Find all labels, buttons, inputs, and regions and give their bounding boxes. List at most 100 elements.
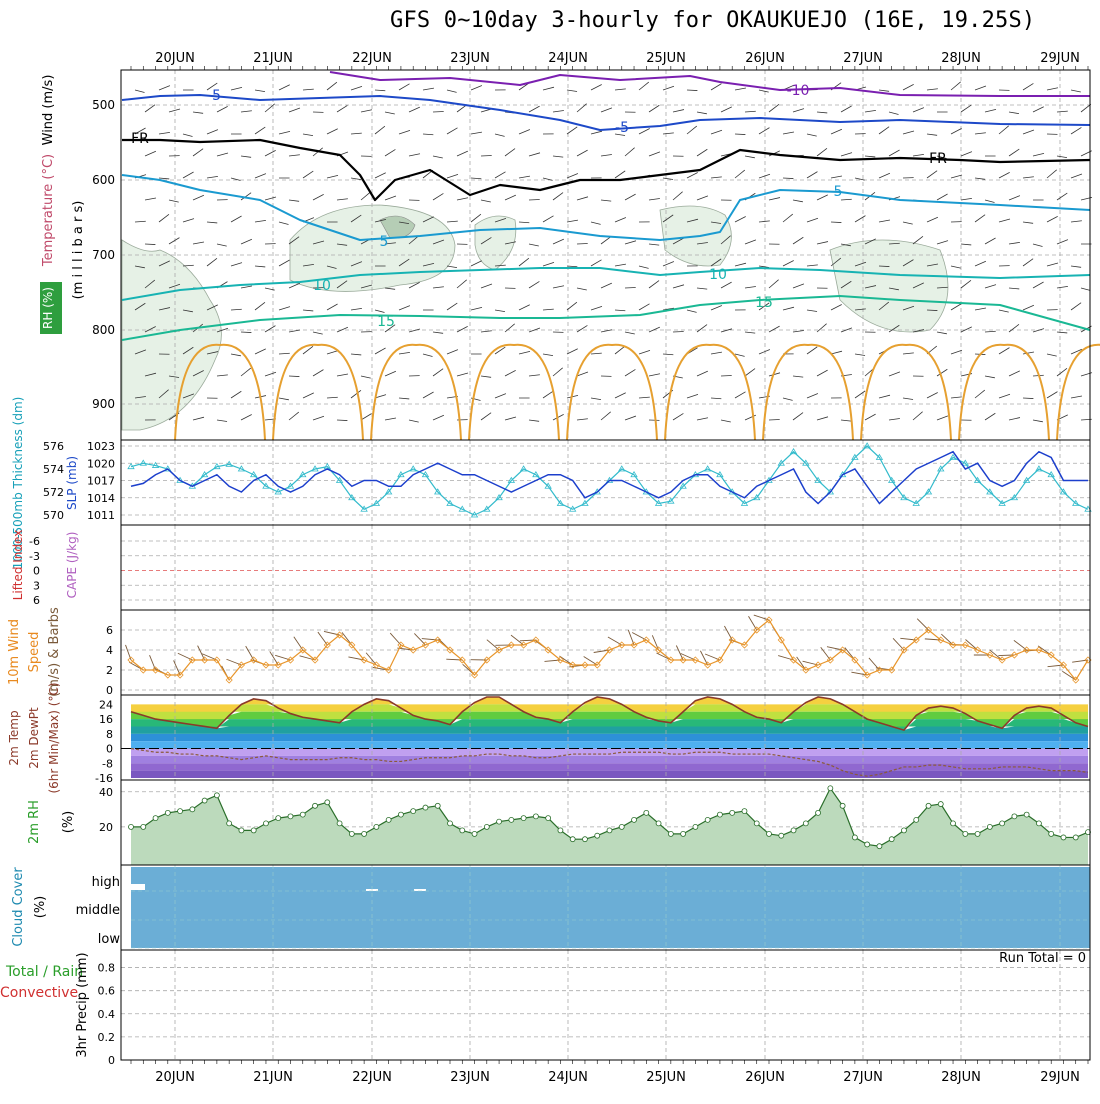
wind-barb xyxy=(231,87,242,90)
wind-barb xyxy=(279,398,289,400)
date-label-top: 29JUN xyxy=(1040,51,1080,66)
wind-barb xyxy=(961,198,972,200)
wind-barb xyxy=(913,236,923,244)
wind-barb xyxy=(975,215,985,222)
wind-barb xyxy=(759,90,769,92)
upper-y-tick: 500 xyxy=(92,98,115,112)
wind-barb xyxy=(999,310,1009,312)
wind-barb xyxy=(433,369,443,376)
date-label-top: 22JUN xyxy=(352,51,392,66)
rh-point xyxy=(202,798,207,803)
slp-tick: 1011 xyxy=(87,509,115,522)
wind-barb xyxy=(649,281,659,288)
wind-barb xyxy=(687,173,698,178)
wind-barb xyxy=(601,412,611,420)
contour-orange-arc xyxy=(567,345,657,440)
wind-barb xyxy=(433,415,444,420)
wind-barb xyxy=(591,260,602,266)
wind-barb xyxy=(433,156,443,158)
wind-barb xyxy=(841,153,852,156)
wind-barb xyxy=(409,107,420,112)
wind-barb xyxy=(505,324,515,332)
temp-color-band xyxy=(131,741,1088,748)
rh-shade-area xyxy=(122,240,221,430)
wind-barb xyxy=(1023,177,1034,178)
wind-barb xyxy=(769,326,780,332)
wind-barb xyxy=(313,194,324,200)
contour-orange-arc xyxy=(959,345,1049,440)
wind-tick: 4 xyxy=(106,644,113,657)
rh-point xyxy=(141,824,146,829)
wind-barb xyxy=(529,153,540,156)
rh-point xyxy=(165,810,170,815)
wind-barb xyxy=(1057,156,1067,158)
temp-ylabel-3: (6hr Min/Max) (°C) xyxy=(47,682,61,793)
rh-point xyxy=(533,814,538,819)
wind-barb xyxy=(231,354,241,356)
precip-ylabel-convective: Convective xyxy=(0,985,78,1001)
wind-barb xyxy=(327,129,338,134)
wind-barb xyxy=(697,196,708,200)
date-label-top: 24JUN xyxy=(548,51,588,66)
wind-barb xyxy=(423,354,433,357)
wind-barb xyxy=(423,88,434,90)
lifted-ylabel-cape: CAPE (J/kg) xyxy=(65,532,79,599)
wind-barb xyxy=(769,419,780,420)
date-label-top: 27JUN xyxy=(843,51,883,66)
wind-barb xyxy=(673,285,684,288)
wind-barb xyxy=(1081,288,1091,291)
wind-barb xyxy=(303,171,313,178)
wind-barb xyxy=(193,242,204,244)
wind-barb xyxy=(1009,288,1019,289)
wind-barb xyxy=(145,151,156,156)
rh-tick: 40 xyxy=(99,786,113,799)
wind-barb xyxy=(193,417,204,420)
wind-tick: 0 xyxy=(106,684,113,697)
wind-barb xyxy=(351,178,361,180)
rh-point xyxy=(791,828,796,833)
rh-point xyxy=(705,817,710,822)
rh-point xyxy=(840,803,845,808)
rh-point xyxy=(313,803,318,808)
wind-barb xyxy=(639,350,650,354)
rh-point xyxy=(251,828,256,833)
rh-point xyxy=(349,831,354,836)
rh-point xyxy=(717,812,722,817)
wind-barb xyxy=(519,129,530,134)
wind-barb xyxy=(385,418,396,420)
wind-barb xyxy=(207,176,218,178)
wind-barb xyxy=(985,109,996,112)
wind-barb xyxy=(577,243,588,244)
date-label-top: 23JUN xyxy=(450,51,490,66)
slp-ylabel-slp: SLP (mb) xyxy=(65,456,79,510)
wind-barb xyxy=(879,90,889,91)
wind-barb xyxy=(241,156,251,157)
wind-barb xyxy=(735,354,745,356)
rh-point xyxy=(865,842,870,847)
wind-barb xyxy=(745,240,756,244)
wind-barb xyxy=(649,374,660,376)
wind-barb xyxy=(951,397,962,398)
wind-barb xyxy=(447,174,458,178)
wind-barb xyxy=(879,220,890,222)
wind-barb xyxy=(697,288,707,289)
wind-barb xyxy=(1047,263,1058,266)
wind-barb xyxy=(505,195,516,200)
wind-barb xyxy=(447,221,458,222)
wind-barb xyxy=(255,127,265,134)
wind-barb xyxy=(903,222,913,224)
wind-barb xyxy=(985,285,996,288)
wind-barb xyxy=(711,305,722,310)
wind-barb xyxy=(807,347,817,354)
wind-barb xyxy=(529,106,540,112)
rh-point xyxy=(987,824,992,829)
rh-point xyxy=(644,810,649,815)
wind-barb xyxy=(889,112,899,115)
wind-barb xyxy=(735,217,746,222)
wind-barb xyxy=(855,354,865,355)
wind-barb xyxy=(601,155,612,156)
thickness-tick: 574 xyxy=(43,463,64,476)
wind-barb xyxy=(327,397,338,398)
wind-barb xyxy=(495,134,505,136)
wind-barb xyxy=(135,221,146,222)
